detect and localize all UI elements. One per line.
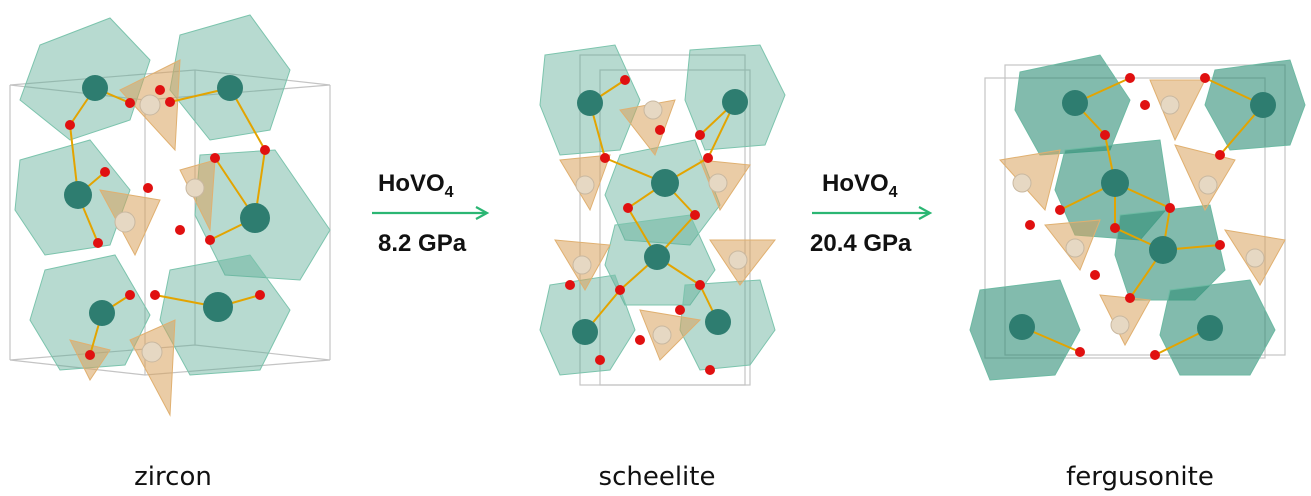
caption-zircon: zircon <box>134 462 212 492</box>
scheelite-crystal <box>539 44 786 386</box>
fergusonite-ho-atoms <box>1009 90 1276 341</box>
transition-1-pressure: 8.2 GPa <box>378 230 467 257</box>
transition-2-compound-subscript: 4 <box>888 183 898 201</box>
fergusonite-crystal <box>969 54 1306 381</box>
zircon-o-atoms <box>65 85 270 360</box>
zircon-crystal <box>9 14 331 417</box>
transition-2-compound: HoVO4 <box>822 170 898 202</box>
zircon-ho-atoms <box>64 75 270 326</box>
scheelite-o-atoms <box>565 75 715 375</box>
scheelite-ho-atoms <box>572 89 748 345</box>
transition-2-pressure: 20.4 GPa <box>810 230 912 257</box>
transition-2-compound-base: HoVO <box>822 170 889 197</box>
caption-scheelite: scheelite <box>598 462 716 492</box>
scheelite-v-atoms <box>572 100 748 345</box>
fergusonite-o-atoms <box>1025 73 1225 360</box>
caption-fergusonite: fergusonite <box>1066 462 1214 492</box>
transition-1-compound-base: HoVO <box>378 170 445 197</box>
zircon-ho-polyhedra <box>14 14 331 376</box>
scheelite-unit-cell <box>579 54 751 386</box>
zircon-v-atoms <box>114 94 205 363</box>
transition-1-compound: HoVO4 <box>378 170 454 202</box>
fergusonite-v-atoms <box>1012 95 1265 335</box>
transition-arrow-2 <box>812 206 933 220</box>
transition-arrow-1 <box>372 206 490 220</box>
transition-1-compound-subscript: 4 <box>444 183 454 201</box>
